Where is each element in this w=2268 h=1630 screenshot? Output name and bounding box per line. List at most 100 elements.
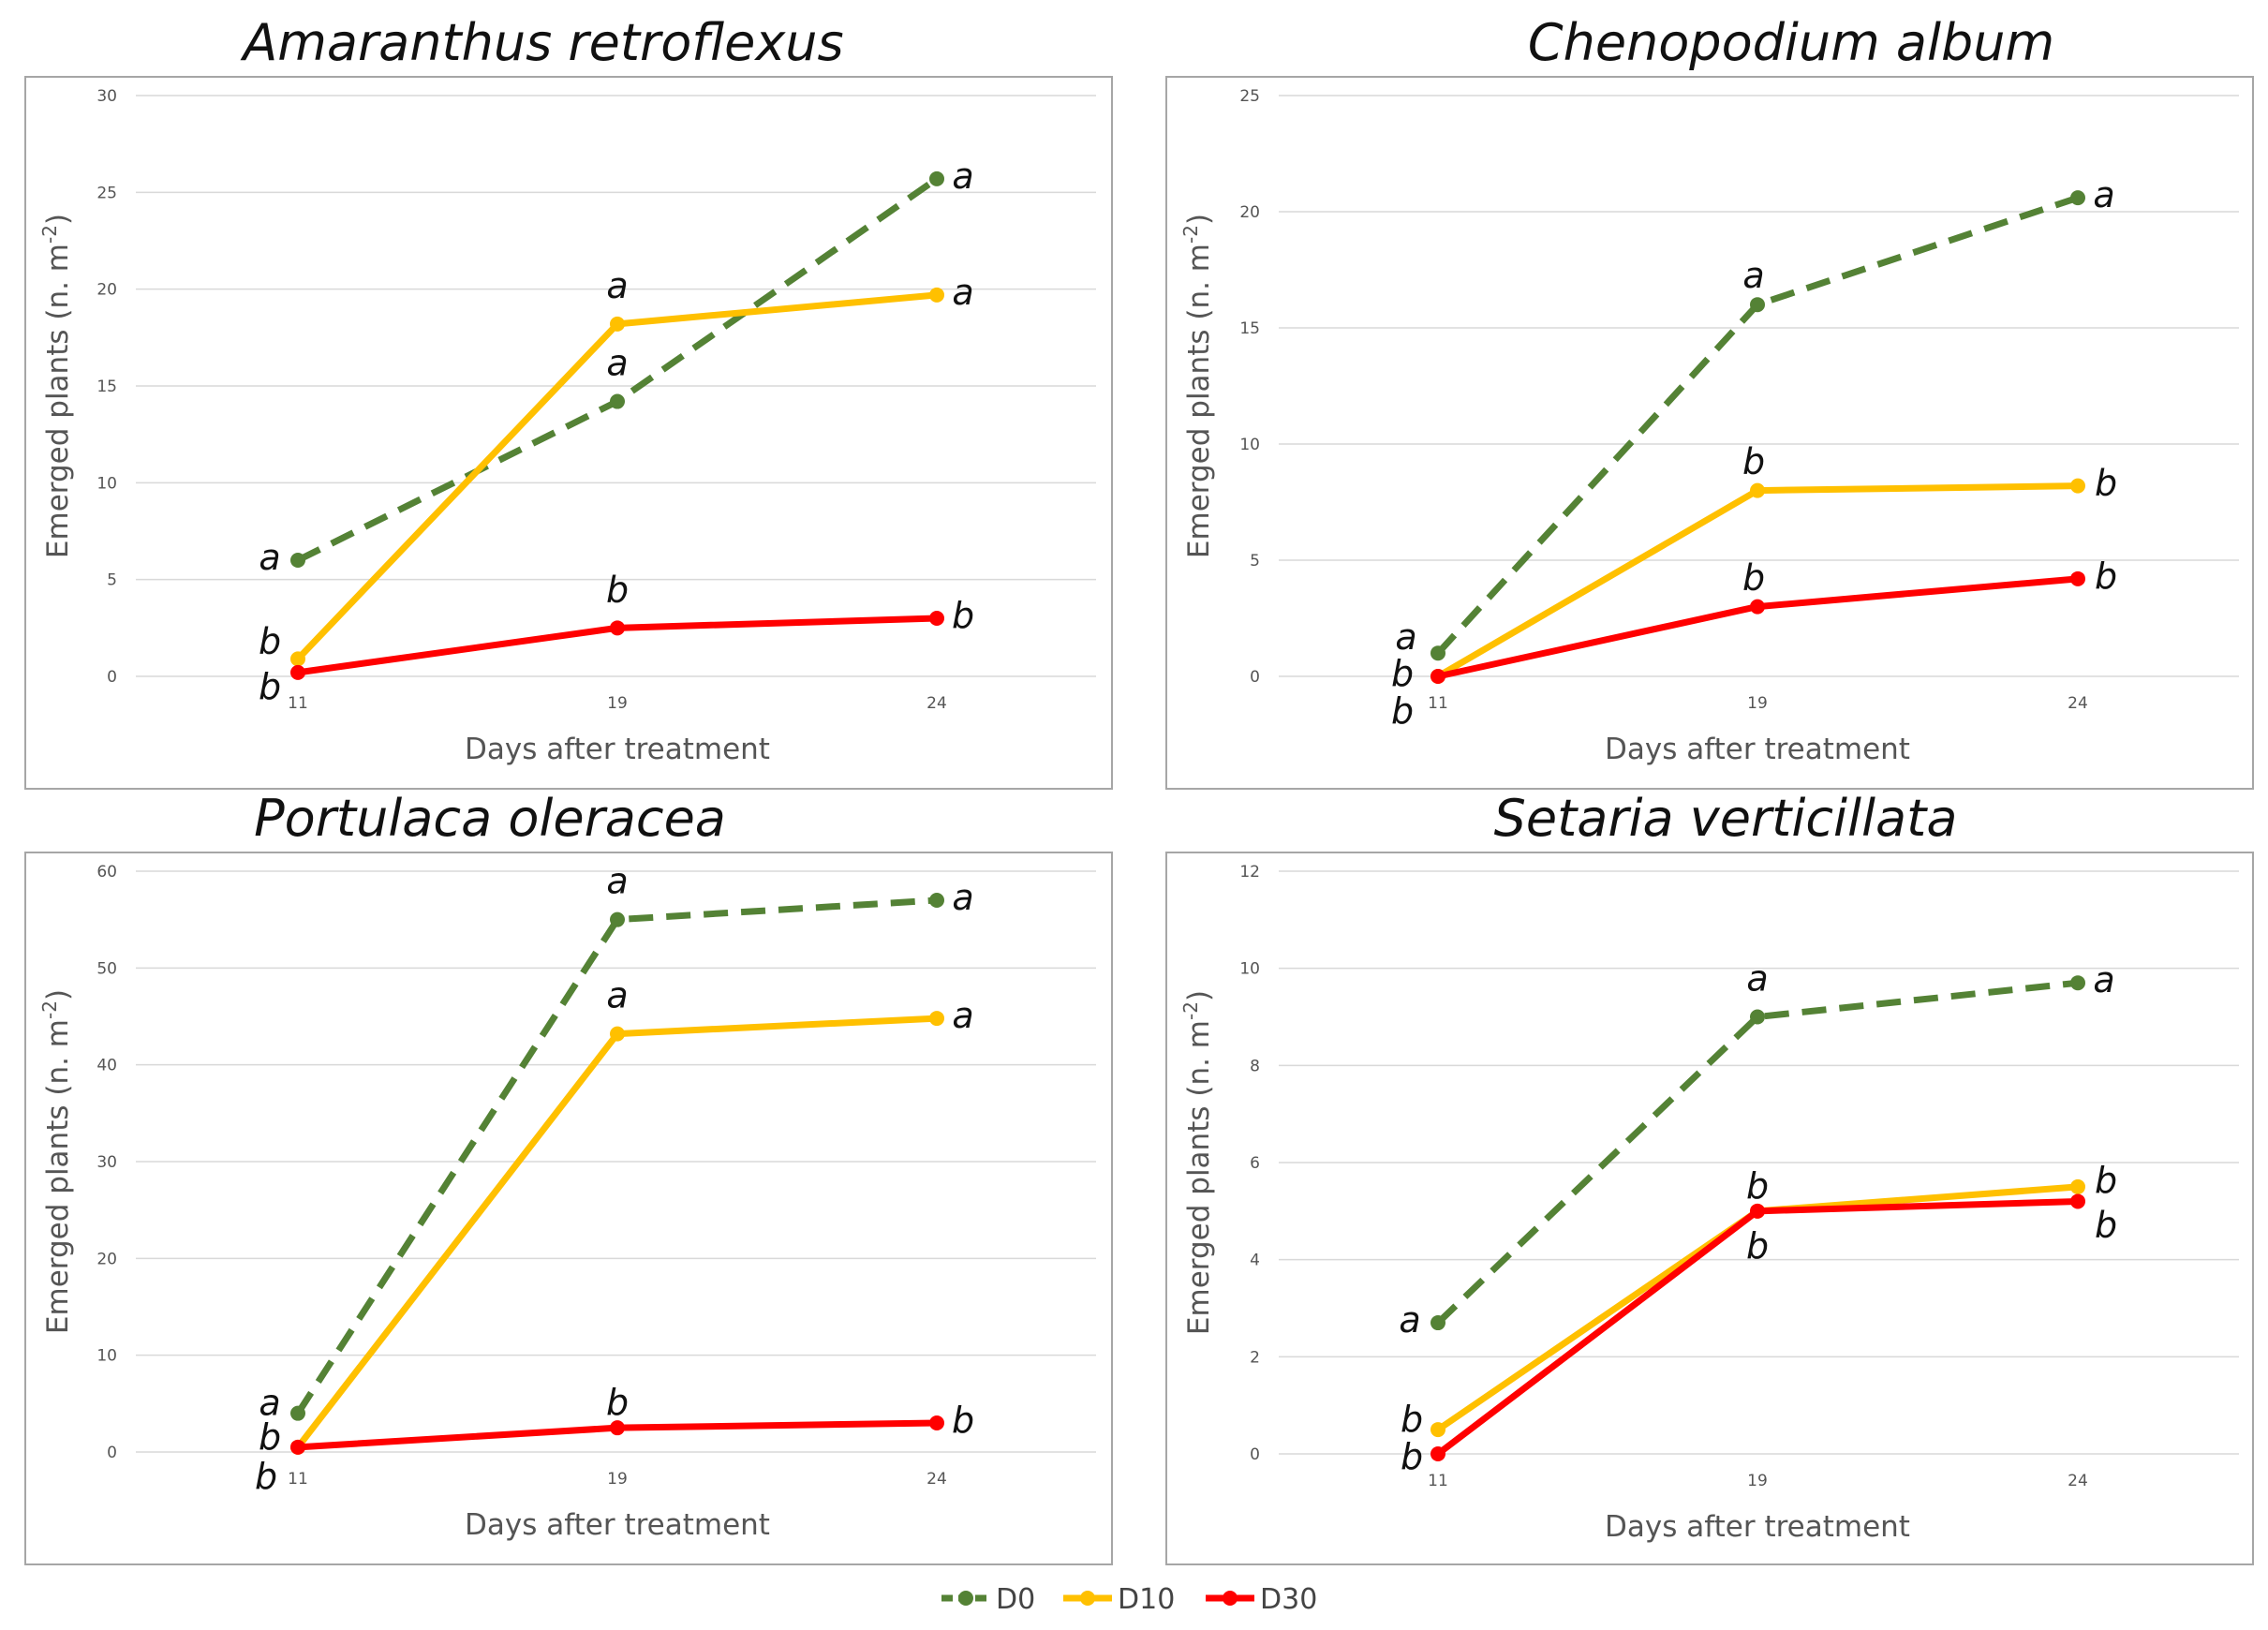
y-tick-label: 0	[1250, 1445, 1260, 1464]
panel-title: Chenopodium album	[1528, 13, 2054, 72]
x-tick-label: 11	[288, 694, 308, 713]
significance-letter: b	[2095, 463, 2117, 504]
y-tick-label: 30	[96, 87, 117, 106]
legend-label: D30	[1260, 1583, 1317, 1616]
data-point-d10	[1430, 1422, 1445, 1438]
data-point-d30	[2070, 1193, 2085, 1209]
series-line-d0	[295, 896, 938, 1415]
significance-letter: a	[952, 995, 973, 1036]
significance-letter: b	[259, 666, 281, 707]
x-tick-label: 24	[926, 1470, 947, 1489]
y-tick-label: 10	[96, 474, 117, 493]
x-axis-label: Days after treatment	[465, 733, 770, 766]
x-tick-label: 19	[1747, 1472, 1768, 1490]
chart-panel: Amaranthus retroflexus 0 5 10 15 20 25 30 11 19 24…	[24, 13, 1113, 790]
panel-frame	[1165, 852, 2254, 1565]
significance-letter: a	[259, 1383, 280, 1424]
panel-title: Amaranthus retroflexus	[240, 13, 843, 72]
legend-entry-d30: D30	[1206, 1583, 1317, 1616]
significance-letter: b	[1742, 557, 1765, 599]
significance-letter: b	[606, 569, 629, 610]
legend-entry-d0: D0	[941, 1583, 1035, 1616]
significance-letter: b	[952, 1400, 974, 1441]
legend-label: D10	[1118, 1583, 1175, 1616]
data-point-d0	[2070, 975, 2085, 991]
y-tick-label: 10	[96, 1347, 117, 1366]
data-point-d30	[610, 620, 625, 636]
x-tick-label: 19	[607, 694, 628, 713]
x-axis-label: Days after treatment	[465, 1508, 770, 1542]
significance-letter: a	[1746, 958, 1768, 1000]
y-tick-label: 25	[1239, 87, 1260, 106]
significance-letter: a	[259, 537, 280, 578]
y-tick-label: 20	[96, 281, 117, 300]
legend-entry-d10: D10	[1063, 1583, 1175, 1616]
panel-frame	[24, 852, 1113, 1565]
legend-marker	[1223, 1591, 1238, 1606]
data-point-d0	[610, 911, 625, 927]
x-tick-label: 24	[2068, 1472, 2088, 1490]
significance-letter: a	[1399, 1299, 1420, 1341]
y-tick-label: 5	[1250, 552, 1260, 570]
y-tick-label: 15	[1239, 319, 1260, 338]
y-axis-label: Emerged plants (n. m-2)	[1179, 214, 1216, 558]
y-tick-label: 8	[1250, 1057, 1260, 1075]
data-point-d10	[2070, 478, 2085, 494]
x-tick-label: 19	[1747, 694, 1768, 713]
significance-letter: b	[2095, 1204, 2117, 1245]
y-tick-label: 6	[1250, 1154, 1260, 1173]
y-axis-label: Emerged plants (n. m-2)	[38, 989, 75, 1334]
y-tick-label: 0	[107, 668, 117, 687]
y-tick-label: 5	[107, 571, 117, 590]
x-axis-label: Days after treatment	[1605, 733, 1910, 766]
y-tick-label: 20	[96, 1250, 117, 1268]
legend-label: D0	[996, 1583, 1035, 1616]
significance-letter: b	[259, 620, 281, 661]
y-tick-label: 20	[1239, 203, 1260, 222]
data-point-d10	[929, 1011, 944, 1027]
significance-letter: a	[952, 272, 973, 313]
significance-letter: b	[1391, 653, 1414, 694]
data-point-d30	[929, 611, 944, 626]
panel-title: Setaria verticillata	[1494, 789, 1958, 848]
data-point-d0	[290, 1405, 305, 1421]
significance-letter: b	[1746, 1225, 1769, 1267]
chart-panel: Chenopodium album 0 5 10 15 20 25 11 19 24 Days af…	[1165, 13, 2254, 790]
significance-letter: a	[2093, 174, 2114, 215]
x-axis-label: Days after treatment	[1605, 1510, 1910, 1544]
x-tick-label: 11	[1428, 694, 1448, 713]
data-point-d30	[929, 1415, 944, 1430]
significance-letter: b	[255, 1456, 277, 1497]
significance-letter: b	[1401, 1436, 1423, 1477]
x-tick-label: 19	[607, 1470, 628, 1489]
y-tick-label: 10	[1239, 960, 1260, 979]
data-point-d30	[1750, 599, 1765, 615]
legend-marker	[1080, 1591, 1095, 1606]
data-point-d0	[2070, 190, 2085, 206]
data-point-d0	[929, 170, 944, 186]
panel-frame	[24, 76, 1113, 790]
data-point-d30	[290, 664, 305, 680]
data-point-d0	[929, 893, 944, 908]
data-point-d30	[1430, 669, 1445, 684]
significance-letter: b	[1746, 1165, 1769, 1207]
panel-title: Portulaca oleracea	[254, 789, 726, 848]
significance-letter: a	[1395, 616, 1416, 658]
y-tick-label: 4	[1250, 1252, 1260, 1270]
data-point-d10	[1750, 482, 1765, 498]
y-tick-label: 0	[107, 1444, 117, 1462]
data-point-d30	[610, 1420, 625, 1436]
y-tick-label: 25	[96, 184, 117, 202]
significance-letter: b	[606, 1382, 629, 1423]
data-point-d10	[610, 1026, 625, 1042]
data-point-d0	[610, 393, 625, 409]
data-point-d0	[1430, 1315, 1445, 1331]
y-tick-label: 15	[96, 378, 117, 396]
data-point-d10	[929, 287, 944, 303]
data-point-d10	[2070, 1178, 2085, 1194]
y-tick-label: 0	[1250, 668, 1260, 687]
significance-letter: b	[952, 595, 974, 636]
significance-letter: a	[606, 861, 628, 902]
data-point-d0	[1430, 645, 1445, 661]
